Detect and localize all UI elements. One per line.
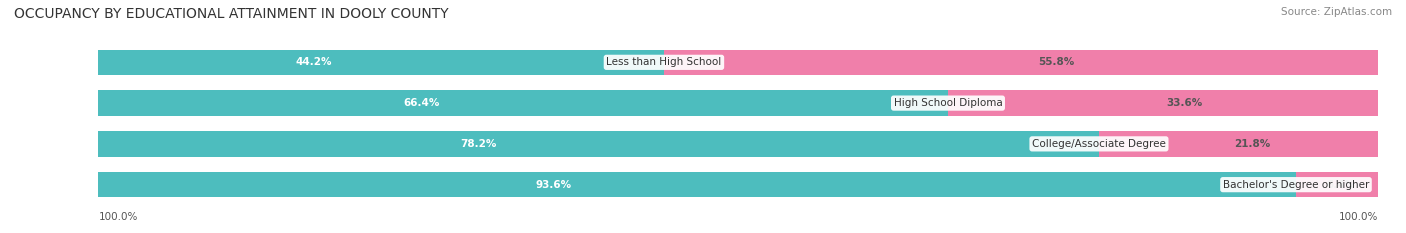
Bar — [1099, 131, 1378, 157]
Text: 100.0%: 100.0% — [1339, 212, 1378, 222]
Text: Less than High School: Less than High School — [606, 57, 721, 67]
Text: 66.4%: 66.4% — [404, 98, 440, 108]
Bar — [98, 90, 948, 116]
Bar — [1296, 172, 1378, 197]
Text: 21.8%: 21.8% — [1234, 139, 1271, 149]
Text: Source: ZipAtlas.com: Source: ZipAtlas.com — [1281, 7, 1392, 17]
Text: College/Associate Degree: College/Associate Degree — [1032, 139, 1166, 149]
Text: OCCUPANCY BY EDUCATIONAL ATTAINMENT IN DOOLY COUNTY: OCCUPANCY BY EDUCATIONAL ATTAINMENT IN D… — [14, 7, 449, 21]
Text: 93.6%: 93.6% — [536, 180, 572, 190]
Text: 100.0%: 100.0% — [98, 212, 138, 222]
Text: 33.6%: 33.6% — [1167, 98, 1202, 108]
Bar — [98, 172, 1296, 197]
Text: 55.8%: 55.8% — [1039, 57, 1074, 67]
Bar — [664, 50, 1378, 75]
Text: Bachelor's Degree or higher: Bachelor's Degree or higher — [1223, 180, 1369, 190]
Bar — [98, 90, 1378, 116]
Text: 44.2%: 44.2% — [295, 57, 332, 67]
Bar — [98, 131, 1099, 157]
Text: 78.2%: 78.2% — [460, 139, 496, 149]
Bar — [98, 50, 664, 75]
Text: High School Diploma: High School Diploma — [894, 98, 1002, 108]
Bar — [98, 131, 1378, 157]
Bar — [98, 172, 1378, 197]
Bar — [948, 90, 1378, 116]
Bar — [98, 50, 1378, 75]
Text: 6.4%: 6.4% — [1326, 180, 1355, 190]
